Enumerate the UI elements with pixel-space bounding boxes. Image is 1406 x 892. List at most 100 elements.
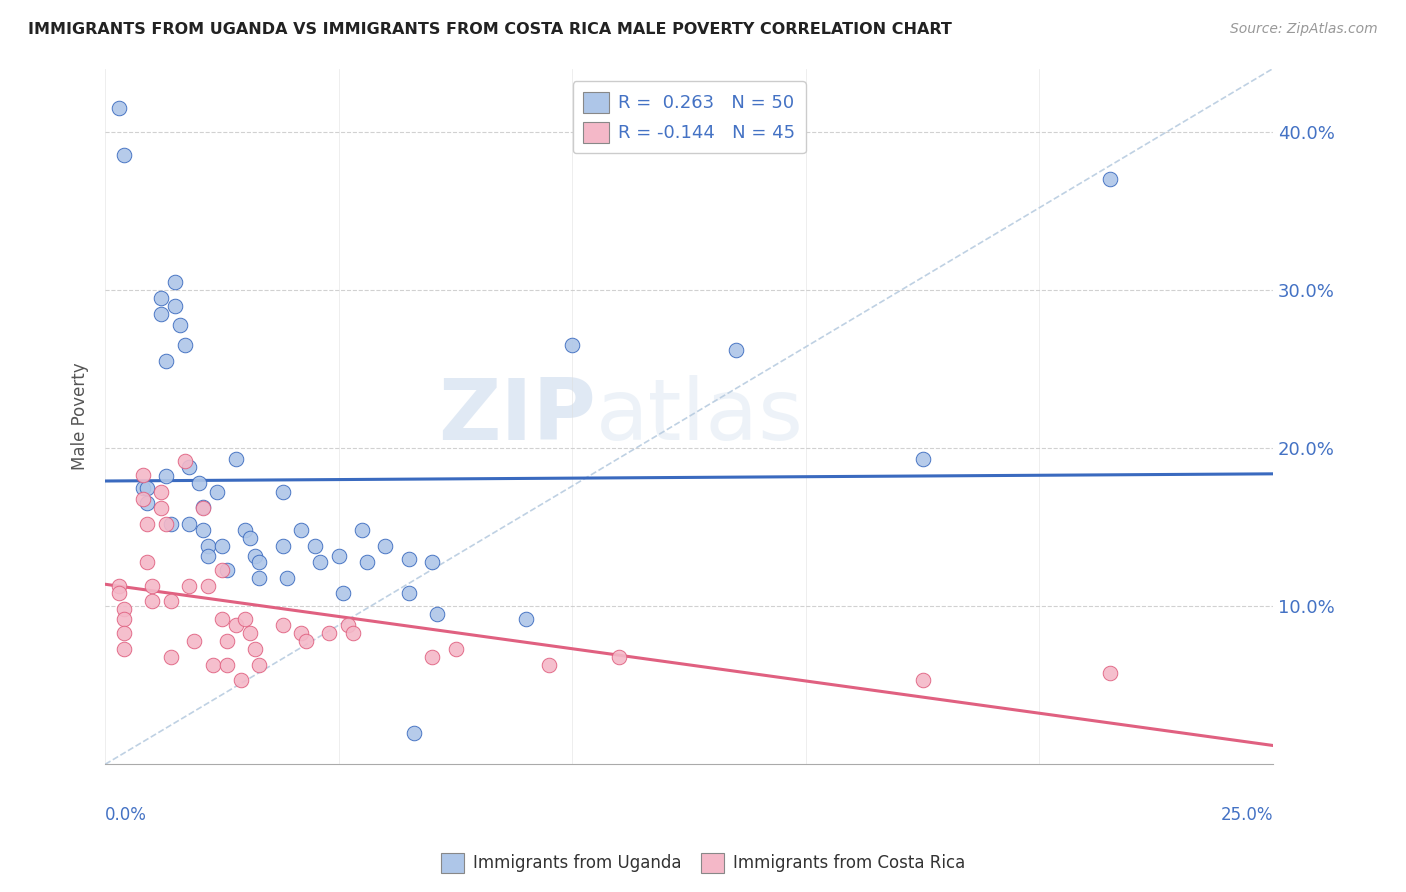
Text: Source: ZipAtlas.com: Source: ZipAtlas.com [1230, 22, 1378, 37]
Point [352, 523, 374, 537]
Point [211, 539, 233, 553]
Point [112, 612, 135, 626]
Point [159, 516, 181, 531]
Point [169, 318, 191, 332]
Point [229, 673, 252, 688]
Point [215, 563, 238, 577]
Point [420, 555, 443, 569]
Text: atlas: atlas [596, 375, 804, 458]
Point [271, 485, 294, 500]
Point [420, 649, 443, 664]
Point [183, 634, 205, 648]
Point [159, 649, 181, 664]
Point [155, 354, 177, 368]
Point [239, 531, 262, 545]
Point [193, 501, 215, 516]
Point [225, 618, 247, 632]
Point [179, 516, 201, 531]
Point [112, 641, 135, 656]
Point [356, 555, 378, 569]
Point [537, 657, 560, 672]
Text: 25.0%: 25.0% [1220, 806, 1272, 824]
Point [207, 485, 229, 500]
Point [173, 338, 195, 352]
Point [911, 452, 934, 467]
Point [136, 516, 159, 531]
Point [515, 612, 537, 626]
Point [426, 607, 449, 621]
Point [239, 626, 262, 640]
Point [235, 523, 257, 537]
Point [724, 343, 747, 357]
Legend: Immigrants from Uganda, Immigrants from Costa Rica: Immigrants from Uganda, Immigrants from … [434, 847, 972, 880]
Point [247, 571, 270, 585]
Point [374, 539, 396, 553]
Point [112, 148, 135, 162]
Point [444, 641, 467, 656]
Point [398, 551, 420, 566]
Point [215, 657, 238, 672]
Point [247, 657, 270, 672]
Point [290, 523, 312, 537]
Point [561, 338, 583, 352]
Point [136, 496, 159, 510]
Y-axis label: Male Poverty: Male Poverty [72, 362, 89, 470]
Point [112, 626, 135, 640]
Point [165, 299, 187, 313]
Point [271, 539, 294, 553]
Point [295, 634, 318, 648]
Point [179, 578, 201, 592]
Point [136, 481, 159, 495]
Point [197, 578, 219, 592]
Point [131, 481, 153, 495]
Point [243, 549, 266, 563]
Point [131, 467, 153, 482]
Point [225, 452, 247, 467]
Point [1098, 172, 1121, 186]
Point [607, 649, 630, 664]
Point [398, 586, 420, 600]
Point [112, 602, 135, 616]
Point [337, 618, 360, 632]
Point [197, 549, 219, 563]
Point [150, 485, 173, 500]
Point [173, 453, 195, 467]
Point [201, 657, 224, 672]
Point [179, 460, 201, 475]
Text: IMMIGRANTS FROM UGANDA VS IMMIGRANTS FROM COSTA RICA MALE POVERTY CORRELATION CH: IMMIGRANTS FROM UGANDA VS IMMIGRANTS FRO… [28, 22, 952, 37]
Point [155, 469, 177, 483]
Point [318, 626, 340, 640]
Point [1098, 665, 1121, 680]
Point [141, 594, 163, 608]
Point [211, 612, 233, 626]
Point [402, 725, 425, 739]
Point [159, 594, 181, 608]
Legend: R =  0.263   N = 50, R = -0.144   N = 45: R = 0.263 N = 50, R = -0.144 N = 45 [572, 81, 806, 153]
Point [247, 555, 270, 569]
Point [108, 578, 131, 592]
Point [276, 571, 298, 585]
Point [290, 626, 312, 640]
Point [108, 101, 131, 115]
Point [187, 475, 209, 490]
Point [309, 555, 332, 569]
Point [215, 634, 238, 648]
Point [136, 555, 159, 569]
Point [328, 549, 350, 563]
Point [235, 612, 257, 626]
Point [193, 523, 215, 537]
Point [131, 491, 153, 506]
Point [150, 307, 173, 321]
Point [911, 673, 934, 688]
Point [304, 539, 326, 553]
Point [332, 586, 354, 600]
Point [150, 291, 173, 305]
Point [150, 501, 173, 516]
Text: 0.0%: 0.0% [105, 806, 148, 824]
Point [155, 516, 177, 531]
Point [271, 618, 294, 632]
Point [211, 563, 233, 577]
Point [342, 626, 364, 640]
Point [108, 586, 131, 600]
Point [193, 500, 215, 514]
